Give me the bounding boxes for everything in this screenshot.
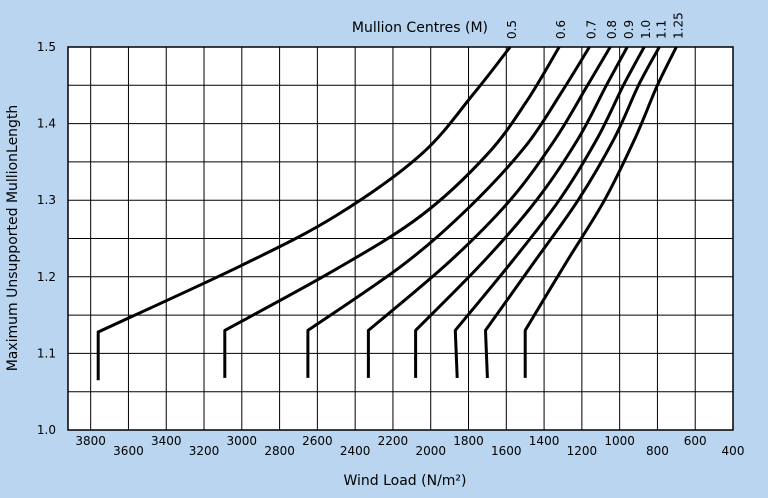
- series-label: 1.1: [654, 20, 668, 39]
- x-tick-label: 800: [646, 444, 669, 458]
- x-tick-label: 400: [722, 444, 745, 458]
- series-label: 0.7: [584, 20, 598, 39]
- y-tick-label: 1.3: [37, 193, 56, 207]
- series-labels: 0.5 0.6 0.7 0.8 0.9 1.0 1.1 1.25: [505, 12, 685, 39]
- x-tick-label: 3000: [227, 434, 258, 448]
- series-label: 0.8: [605, 20, 619, 39]
- x-tick-label: 3200: [189, 444, 220, 458]
- series-line-0.7: [306, 46, 591, 378]
- series-label: 1.25: [671, 12, 685, 39]
- series-line-1.1: [484, 46, 661, 378]
- series-line-0.9: [414, 46, 629, 378]
- x-tick-label: 2200: [378, 434, 409, 448]
- y-axis-label: Maximum Unsupported MullionLength: [5, 105, 21, 372]
- series-label: 0.5: [505, 20, 519, 39]
- series-label: 0.9: [622, 20, 636, 39]
- y-tick-label: 1.1: [37, 346, 56, 360]
- plot-frame: [67, 46, 734, 431]
- x-tick-label: 1800: [453, 434, 484, 448]
- series-label: 0.6: [554, 20, 568, 39]
- top-axis-label: Mullion Centres (M): [352, 20, 488, 36]
- x-tick-label: 1000: [604, 434, 635, 448]
- series-lines: [96, 46, 678, 381]
- x-tick-label: 3800: [75, 434, 106, 448]
- series-line-0.6: [223, 46, 561, 378]
- x-tick-labels: 3800 3600 3400 3200 3000 2800 2600 2400 2200 2000…: [75, 434, 744, 458]
- x-tick-label: 2600: [302, 434, 333, 448]
- y-tick-labels: 1.0 1.1 1.2 1.3 1.4 1.5: [37, 40, 56, 437]
- series-line-1.0: [453, 46, 646, 378]
- x-tick-label: 2000: [415, 444, 446, 458]
- y-tick-label: 1.4: [37, 117, 56, 131]
- series-line-1.25: [523, 46, 678, 378]
- y-tick-label: 1.5: [37, 40, 56, 54]
- y-tick-label: 1.2: [37, 270, 56, 284]
- y-tick-label: 1.0: [37, 423, 56, 437]
- series-label: 1.0: [639, 20, 653, 39]
- x-tick-label: 1400: [529, 434, 560, 448]
- x-axis-label: Wind Load (N/m²): [343, 473, 466, 489]
- series-line-0.5: [96, 46, 512, 381]
- x-tick-label: 2800: [264, 444, 295, 458]
- x-tick-label: 2400: [340, 444, 371, 458]
- x-tick-label: 600: [684, 434, 707, 448]
- x-tick-label: 3600: [113, 444, 144, 458]
- x-tick-label: 1200: [567, 444, 598, 458]
- x-tick-label: 1600: [491, 444, 522, 458]
- series-line-0.8: [366, 46, 612, 378]
- x-tick-label: 3400: [151, 434, 182, 448]
